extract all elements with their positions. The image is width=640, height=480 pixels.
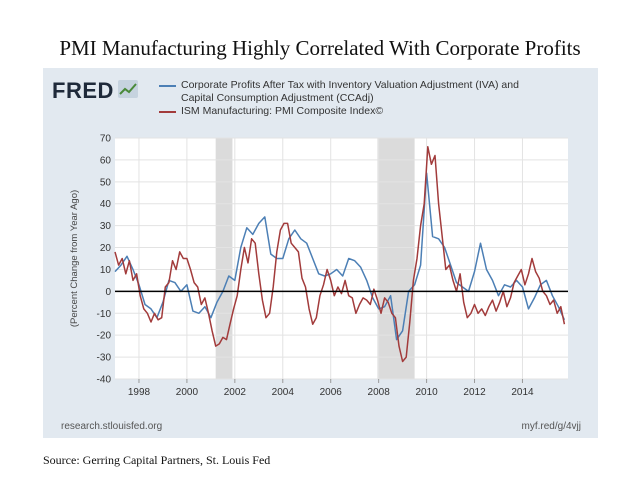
- fred-footer-shortlink: myf.red/g/4vjj: [521, 421, 581, 432]
- legend-item-pmi: ISM Manufacturing: PMI Composite Index©: [159, 105, 589, 118]
- recession-band-0: [215, 138, 233, 379]
- y-tick-label: -20: [97, 331, 112, 342]
- legend-swatch-profits: [159, 85, 176, 87]
- x-tick-label: 2002: [224, 387, 247, 398]
- recession-band-1: [377, 138, 415, 379]
- y-tick-label: 60: [100, 155, 112, 166]
- plot-area: [115, 138, 568, 379]
- y-tick-label: 20: [100, 243, 112, 254]
- legend-label-profits-line2: Capital Consumption Adjustment (CCAdj): [181, 92, 374, 104]
- fred-chart-panel: FRED Corporate Profits After Tax with In…: [43, 68, 598, 438]
- y-tick-label: 50: [100, 177, 112, 188]
- y-tick-label: -40: [97, 375, 112, 386]
- y-tick-label: 30: [100, 221, 112, 232]
- source-note: Source: Gerring Capital Partners, St. Lo…: [43, 453, 271, 467]
- legend-label-pmi: ISM Manufacturing: PMI Composite Index©: [181, 105, 384, 117]
- y-tick-label: 0: [105, 287, 111, 298]
- fred-footer-url: research.stlouisfed.org: [61, 421, 163, 432]
- x-tick-label: 1998: [128, 387, 151, 398]
- x-tick-label: 2006: [320, 387, 343, 398]
- y-tick-label: -10: [97, 309, 112, 320]
- fred-logo: FRED: [52, 78, 114, 103]
- page-title: PMI Manufacturing Highly Correlated With…: [59, 36, 581, 60]
- x-tick-label: 2008: [368, 387, 391, 398]
- legend-item-profits: Corporate Profits After Tax with Invento…: [159, 79, 589, 105]
- series-line-corporate-profits: [114, 172, 566, 341]
- y-axis-label: (Percent Change from Year Ago): [69, 190, 80, 327]
- y-tick-label: 10: [100, 265, 112, 276]
- series-line-ism-pmi: [114, 146, 566, 363]
- y-tick-label: 70: [100, 134, 112, 145]
- x-tick-label: 2014: [511, 387, 534, 398]
- y-tick-label: 40: [100, 199, 112, 210]
- line-chart: -40 -30 -20 -10 0 10 20 30 40 50 60 70 1998 2000 2002 2…: [69, 134, 568, 398]
- legend-swatch-pmi: [159, 111, 176, 113]
- legend-label-profits-line1: Corporate Profits After Tax with Invento…: [181, 79, 519, 91]
- y-tick-label: -30: [97, 353, 112, 364]
- chart-legend: Corporate Profits After Tax with Invento…: [159, 79, 589, 118]
- x-tick-label: 2004: [272, 387, 295, 398]
- x-tick-label: 2012: [463, 387, 486, 398]
- x-tick-label: 2000: [176, 387, 199, 398]
- fred-chart-glyph-icon: [118, 80, 138, 98]
- x-tick-label: 2010: [415, 387, 438, 398]
